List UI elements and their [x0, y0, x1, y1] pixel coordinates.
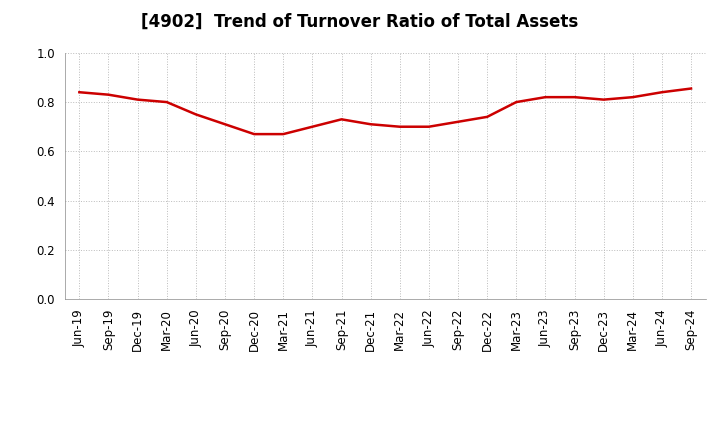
- Text: [4902]  Trend of Turnover Ratio of Total Assets: [4902] Trend of Turnover Ratio of Total …: [141, 13, 579, 31]
